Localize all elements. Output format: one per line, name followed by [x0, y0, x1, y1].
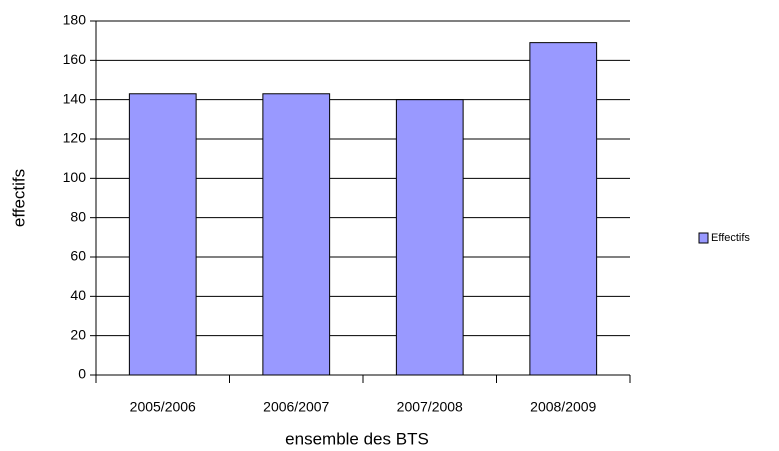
y-tick-label: 0 — [78, 366, 86, 382]
x-axis-label: ensemble des BTS — [285, 429, 429, 448]
legend-label: Effectifs — [711, 232, 750, 244]
y-tick-label: 60 — [70, 248, 86, 264]
y-tick-label: 20 — [70, 326, 86, 342]
y-axis-label: effectifs — [9, 169, 28, 227]
bar — [128, 93, 197, 376]
x-tick-label: 2005/2006 — [130, 399, 196, 415]
x-tick-label: 2007/2008 — [397, 399, 463, 415]
y-tick-label: 160 — [63, 51, 87, 67]
bar — [395, 99, 464, 376]
y-tick-label: 180 — [63, 12, 87, 28]
x-tick-label: 2006/2007 — [263, 399, 329, 415]
x-tick-label: 2008/2009 — [530, 399, 596, 415]
y-tick-label: 80 — [70, 208, 86, 224]
bar — [529, 42, 598, 376]
y-tick-label: 100 — [63, 169, 87, 185]
y-tick-label: 40 — [70, 287, 86, 303]
legend-swatch — [698, 232, 709, 244]
bar — [262, 93, 331, 376]
y-tick-label: 140 — [63, 90, 87, 106]
y-tick-label: 120 — [63, 130, 87, 146]
